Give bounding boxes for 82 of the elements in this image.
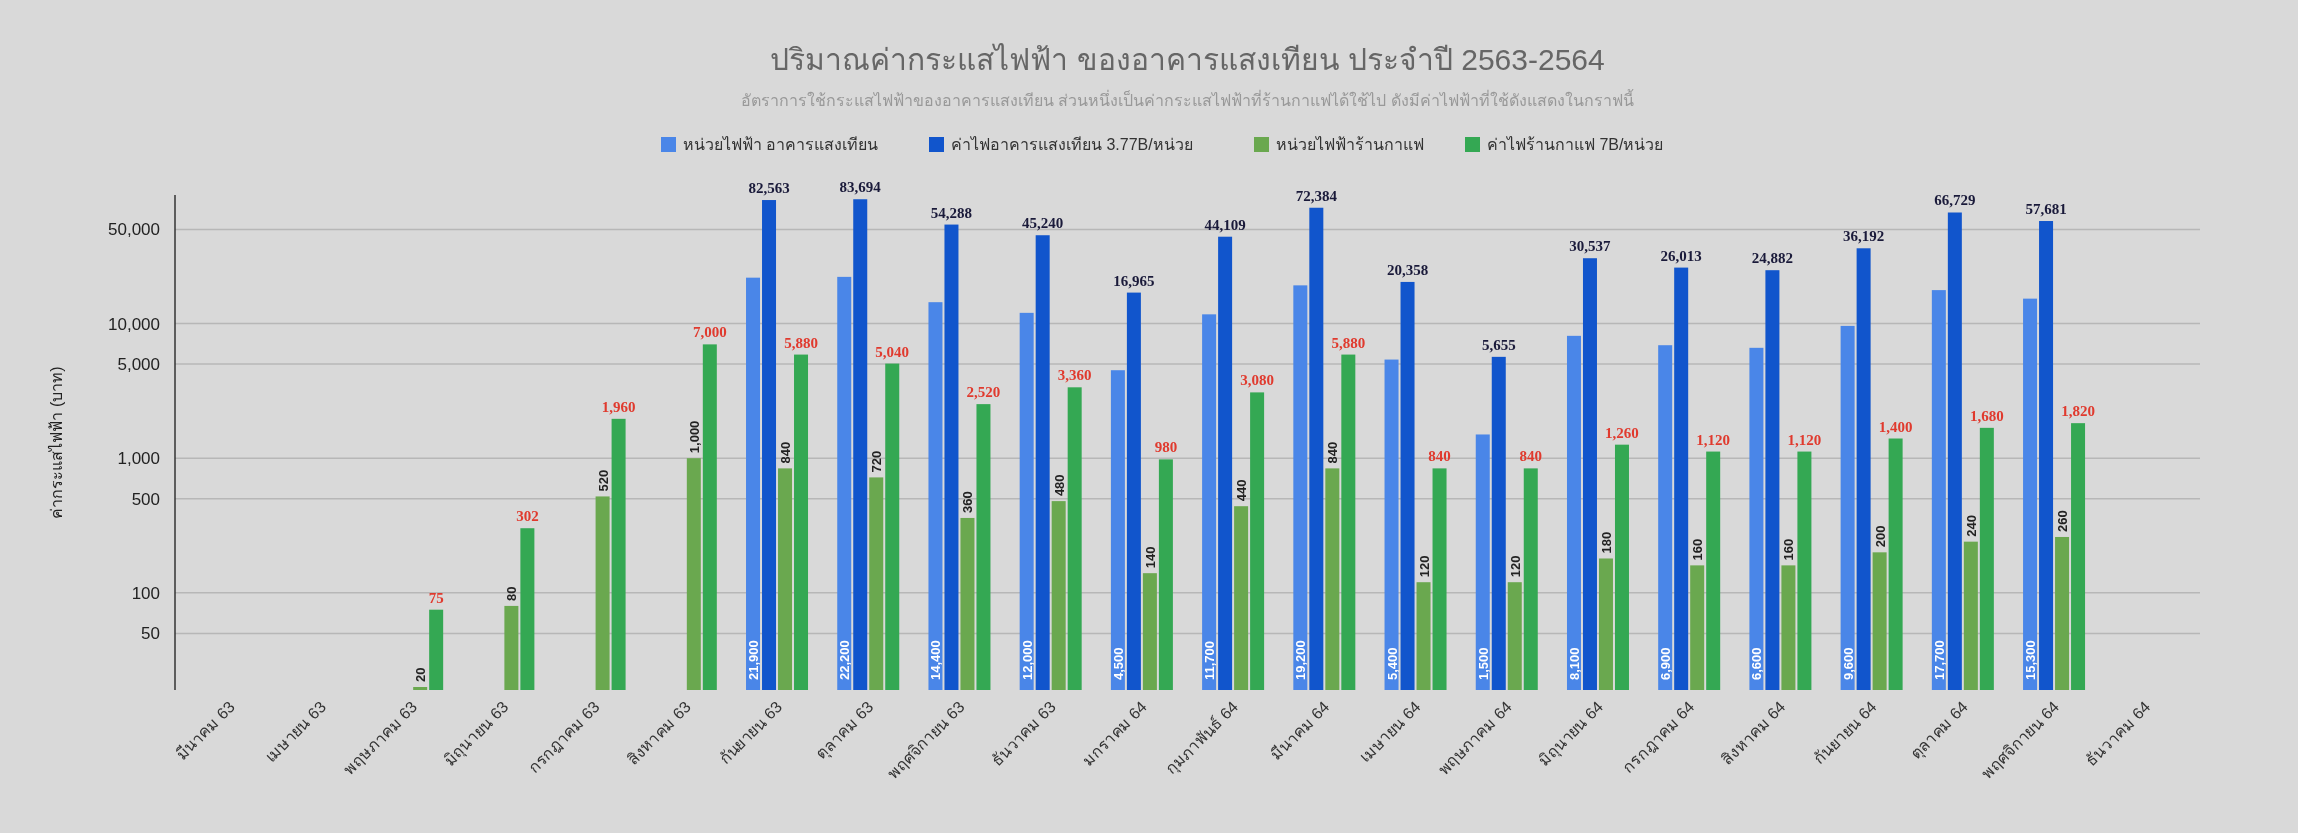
data-label: 6,600 (1749, 647, 1765, 680)
data-label: 1,960 (601, 398, 636, 415)
data-label: 30,537 (1569, 238, 1612, 255)
data-label: 980 (1154, 439, 1178, 456)
data-label: 72,384 (1295, 187, 1338, 204)
data-label: 480 (1051, 474, 1067, 497)
data-label: 7,000 (692, 324, 727, 341)
data-label: 12,000 (1019, 640, 1035, 680)
data-label: 11,700 (1202, 640, 1218, 680)
data-label: 1,680 (1969, 407, 2004, 424)
data-label: 520 (595, 469, 611, 492)
data-label: 1,400 (1878, 418, 1913, 435)
data-label: 160 (1781, 538, 1797, 561)
y-tick-label: 1,000 (117, 449, 160, 469)
data-label: 22,200 (837, 640, 853, 680)
data-label: 5,880 (784, 334, 818, 351)
data-label: 360 (960, 491, 976, 513)
chart-subtitle: อัตราการใช้กระแสไฟฟ้าของอาคารแสงเทียน ส่วนหนึ่งเป็นค่ากระแสไฟฟ้าที่ร้านกาแฟได้ใช้ไป ดังมีค่าไฟฟ้าที่ใช้ดังแสดงในกราฟนี้ (741, 89, 1634, 109)
data-label: 80 (504, 586, 520, 601)
data-label: 2,520 (966, 384, 1001, 401)
legend-label: หน่วยไฟฟ้า อาคารแสงเทียน (683, 135, 879, 153)
data-label: 1,260 (1605, 424, 1639, 441)
legend-label: หน่วยไฟฟ้าร้านกาแฟ (1276, 135, 1424, 153)
data-label: 6,900 (1658, 647, 1674, 680)
data-label: 8,100 (1566, 647, 1582, 680)
data-label: 720 (869, 450, 885, 473)
data-label: 36,192 (1843, 228, 1885, 245)
data-label: 120 (1416, 555, 1432, 578)
legend-label: ค่าไฟร้านกาแฟ 7B/หน่วย (1487, 135, 1664, 153)
data-label: 54,288 (930, 204, 973, 221)
data-label: 15,300 (2023, 640, 2039, 680)
y-tick-label: 5,000 (117, 355, 160, 375)
data-label: 3,360 (1057, 367, 1092, 384)
data-label: 180 (1598, 531, 1614, 554)
data-label: 75 (428, 589, 444, 606)
data-label: 83,694 (839, 179, 882, 196)
chart-title: ปริมาณค่ากระแสไฟฟ้า ของอาคารแสงเทียน ประจำปี 2563-2564 (770, 42, 1605, 76)
data-label: 840 (778, 441, 794, 464)
data-label: 840 (1325, 441, 1341, 464)
data-label: 140 (1142, 546, 1158, 569)
y-tick-label: 100 (131, 583, 160, 603)
data-label: 9,600 (1840, 647, 1856, 680)
data-label: 14,400 (928, 640, 944, 680)
data-label: 66,729 (1934, 192, 1976, 209)
data-label: 200 (1872, 525, 1888, 548)
data-label: 840 (1519, 448, 1543, 465)
data-label: 5,040 (875, 343, 910, 360)
y-axis-title: ค่ากระแสไฟฟ้า (บาท) (47, 366, 65, 519)
data-label: 1,820 (2061, 403, 2095, 420)
data-label: 20 (413, 667, 429, 682)
y-tick-label: 50 (141, 624, 160, 644)
data-label: 17,700 (1931, 640, 1947, 680)
data-label: 1,120 (1787, 431, 1822, 448)
data-label: 120 (1507, 555, 1523, 578)
data-label: 1,500 (1475, 647, 1491, 680)
data-label: 302 (516, 508, 539, 525)
data-label: 57,681 (2025, 201, 2067, 218)
data-label: 21,900 (746, 640, 762, 680)
data-label: 1,120 (1696, 431, 1731, 448)
data-label: 82,563 (748, 180, 790, 197)
data-label: 260 (2055, 510, 2071, 532)
y-tick-label: 10,000 (108, 314, 160, 334)
data-label: 45,240 (1022, 215, 1064, 232)
data-label: 4,500 (1110, 647, 1126, 680)
data-label: 5,880 (1331, 334, 1366, 351)
data-label: 3,080 (1240, 372, 1274, 389)
data-label: 840 (1428, 448, 1451, 465)
y-tick-label: 500 (131, 489, 160, 509)
data-label: 5,400 (1384, 647, 1400, 680)
data-label: 26,013 (1660, 247, 1702, 264)
data-label: 440 (1234, 479, 1250, 502)
y-tick-label: 50,000 (108, 220, 160, 240)
data-label: 5,655 (1481, 336, 1516, 353)
data-label: 19,200 (1293, 640, 1309, 680)
data-label: 16,965 (1113, 272, 1155, 289)
data-label: 240 (1963, 514, 1979, 537)
legend-label: ค่าไฟอาคารแสงเทียน 3.77B/หน่วย (951, 135, 1193, 153)
data-label: 20,358 (1386, 261, 1429, 278)
data-label: 160 (1690, 538, 1706, 561)
data-label: 1,000 (686, 420, 702, 454)
data-label: 24,882 (1751, 250, 1794, 267)
data-label: 44,109 (1204, 216, 1246, 233)
